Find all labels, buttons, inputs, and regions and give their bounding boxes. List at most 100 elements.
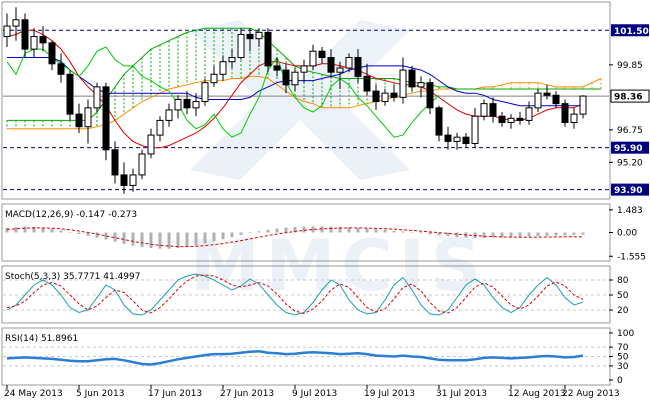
rsi-tick-label: 50	[617, 353, 629, 363]
macd-hist-bar	[491, 232, 495, 238]
level-tag-label: 101.50	[614, 27, 649, 37]
macd-hist-bar	[392, 230, 396, 233]
candle-body	[210, 73, 218, 84]
macd-hist-bar	[581, 232, 585, 235]
candle-body	[93, 86, 101, 109]
candle-body	[426, 82, 434, 109]
x-tick-label: 9 Jul 2013	[292, 389, 337, 399]
level-tag-label: 95.90	[614, 144, 642, 154]
candle-body	[507, 117, 515, 124]
candle-body	[12, 19, 20, 27]
macd-hist-bar	[446, 232, 450, 237]
macd-hist-bar	[14, 227, 18, 233]
macd-hist-bar	[320, 226, 324, 233]
candle-body	[228, 57, 236, 63]
macd-hist-bar	[554, 232, 558, 236]
candle-body	[534, 92, 542, 109]
candle-body	[192, 101, 200, 109]
level-tag	[611, 141, 649, 154]
macd-hist-bar	[428, 232, 432, 235]
candle-body	[66, 73, 74, 115]
candle-body	[156, 119, 164, 136]
stoch-d-line	[6, 274, 584, 315]
macd-hist-bar	[338, 227, 342, 233]
candle-body	[381, 92, 389, 103]
candle-body	[102, 86, 110, 151]
macd-hist-bar	[149, 232, 153, 249]
stoch-label: Stoch(5,3,3) 35.7771 41.4997	[5, 272, 140, 282]
stoch-panel: 80 50 20	[3, 273, 629, 316]
candle-body	[129, 174, 137, 186]
macd-hist-bar	[203, 232, 207, 244]
macd-label: MACD(12,26,9) -0.147 -0.273	[5, 210, 137, 220]
candle-body	[570, 113, 578, 124]
x-tick-label: 19 Jul 2013	[364, 389, 415, 399]
macd-tick-label: -1.555	[617, 252, 646, 262]
macd-panel: 1.483 0.00 -1.555	[5, 206, 646, 262]
candle-body	[471, 115, 479, 144]
rsi-line	[6, 350, 584, 366]
macd-hist-bar	[266, 229, 270, 233]
macd-hist-bar	[77, 232, 81, 235]
candle-body	[552, 94, 560, 105]
macd-hist-bar	[275, 228, 279, 233]
candle-body	[408, 69, 416, 88]
macd-hist-bar	[455, 232, 459, 238]
macd-hist-bar	[527, 232, 531, 237]
macd-hist-bar	[284, 227, 288, 233]
macd-hist-bar	[68, 232, 72, 233]
macd-hist-bar	[419, 232, 423, 234]
candle-body	[435, 107, 443, 136]
candle-body	[318, 50, 326, 59]
candle-body	[336, 67, 344, 73]
candle-body	[327, 57, 335, 73]
candle-body	[282, 69, 290, 86]
macd-hist-bar	[257, 231, 261, 233]
macd-hist-bar	[365, 228, 369, 233]
price-tick-label: 96.75	[617, 126, 643, 136]
candle-body	[444, 134, 452, 142]
candle-body	[345, 57, 353, 69]
macd-hist-bar	[356, 227, 360, 233]
macd-hist-bar	[158, 232, 162, 249]
candle-body	[174, 98, 182, 111]
macd-hist-bar	[176, 232, 180, 249]
candle-body	[561, 103, 569, 124]
candle-body	[291, 71, 299, 86]
candle-body	[300, 65, 308, 73]
macd-hist-bar	[293, 227, 297, 233]
candle-body	[219, 61, 227, 75]
macd-hist-bar	[410, 232, 414, 233]
macd-hist-bar	[239, 232, 243, 235]
macd-hist-bar	[212, 232, 216, 242]
x-tick-label: 12 Aug 2013	[508, 389, 566, 399]
macd-hist-bar	[545, 232, 549, 236]
candle-body	[453, 136, 461, 142]
candle-body	[48, 42, 56, 65]
macd-hist-bar	[23, 226, 27, 233]
stoch-k-line	[6, 273, 584, 316]
rsi-tick-label: 0	[617, 376, 623, 386]
candle-body	[3, 25, 11, 38]
candle-body	[39, 36, 47, 44]
macd-hist-bar	[41, 227, 45, 233]
stoch-tick-label: 20	[617, 306, 629, 316]
macd-hist-bar	[50, 228, 54, 233]
macd-hist-bar	[248, 232, 252, 234]
macd-hist-bar	[95, 232, 99, 238]
macd-hist-bar	[185, 232, 189, 247]
x-tick-label: 31 Jul 2013	[436, 389, 487, 399]
rsi-tick-label: 100	[617, 329, 634, 339]
candle-body	[21, 19, 29, 50]
candle-body	[417, 82, 425, 88]
stoch-tick-label: 50	[617, 291, 629, 301]
macd-hist-bar	[482, 232, 486, 238]
macd-hist-bar	[401, 231, 405, 233]
candle-body	[543, 92, 551, 96]
macd-hist-bar	[5, 227, 9, 233]
candle-body	[84, 107, 92, 128]
svg-text:MMCIS: MMCIS	[190, 225, 487, 307]
macd-hist-bar	[536, 232, 540, 237]
macd-hist-bar	[122, 232, 126, 244]
